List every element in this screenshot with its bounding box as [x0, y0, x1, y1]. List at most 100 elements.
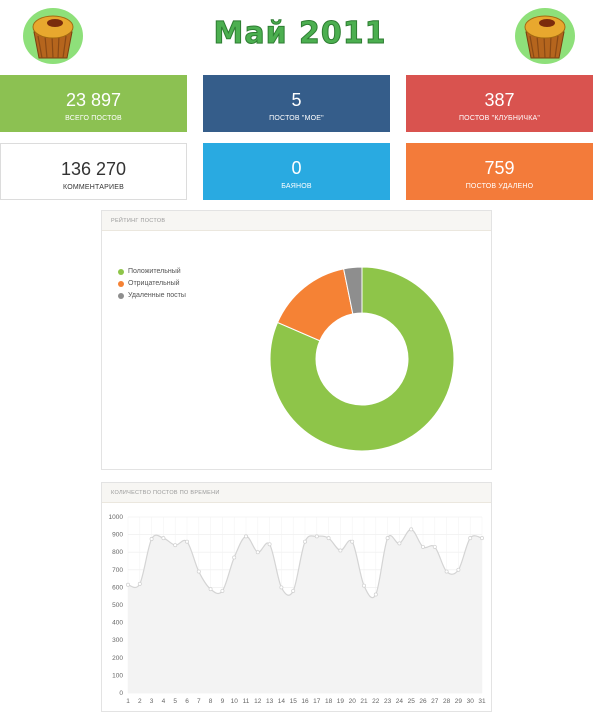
stat-bayans: 0 баянов [203, 143, 390, 200]
rating-panel: Рейтинг постов Положительный Отрицательн… [101, 210, 492, 470]
x-tick-label: 28 [443, 698, 451, 705]
data-point [185, 539, 189, 544]
data-point [314, 534, 319, 539]
x-tick-label: 21 [360, 698, 368, 705]
stat-label: всего постов [65, 115, 122, 122]
legend-swatch [118, 281, 124, 287]
x-tick-label: 11 [243, 698, 250, 705]
panel-title: Количество постов по времени [102, 483, 491, 503]
data-point [468, 536, 473, 541]
legend-item-positive: Положительный [118, 267, 186, 279]
data-point [161, 536, 166, 541]
data-point [480, 536, 484, 541]
chart-legend: Положительный Отрицательный Удаленные по… [118, 267, 186, 303]
stat-label: постов "клубничка" [458, 115, 541, 122]
stat-value: 387 [484, 90, 515, 110]
header: Май 2011 [0, 0, 600, 70]
stat-label: баянов [281, 183, 312, 190]
panel-title: Рейтинг постов [102, 211, 491, 231]
x-tick-label: 27 [431, 698, 439, 705]
data-point [326, 536, 331, 541]
x-tick-label: 24 [396, 698, 404, 705]
x-tick-label: 19 [337, 698, 345, 705]
x-tick-label: 5 [173, 698, 177, 705]
stat-total-posts: 23 897 всего постов [0, 75, 187, 132]
muffin-icon [23, 8, 83, 64]
data-point [255, 550, 260, 555]
data-point [232, 555, 237, 560]
data-point [432, 544, 437, 549]
x-tick-label: 14 [278, 698, 286, 705]
y-tick-label: 1000 [109, 514, 124, 521]
y-tick-label: 700 [112, 567, 123, 574]
stat-value: 759 [484, 158, 515, 178]
stat-value: 23 897 [65, 90, 122, 110]
data-point [244, 534, 248, 539]
y-tick-label: 500 [112, 602, 123, 609]
y-tick-label: 900 [112, 532, 123, 539]
data-point [444, 569, 449, 574]
legend-label: Положительный [128, 268, 181, 275]
x-tick-label: 2 [138, 698, 142, 705]
x-tick-label: 25 [408, 698, 416, 705]
x-tick-label: 31 [478, 698, 486, 705]
data-point [409, 527, 414, 532]
slice-deleted [343, 266, 363, 315]
y-tick-label: 400 [112, 620, 123, 627]
page-title: Май 2011 [213, 16, 387, 52]
y-tick-label: 100 [112, 672, 123, 679]
data-point [362, 583, 366, 588]
legend-swatch [118, 269, 124, 275]
y-tick-label: 600 [112, 584, 123, 591]
data-point [338, 548, 343, 553]
data-point [173, 543, 178, 548]
stat-value: 136 270 [60, 159, 127, 179]
legend-label: Удаленные посты [128, 292, 186, 299]
timeline-panel: Количество постов по времени 0 100 200 300 4… [101, 482, 492, 712]
x-tick-label: 3 [150, 698, 154, 705]
donut-chart [269, 266, 455, 452]
stat-deleted-posts: 759 постов удалено [406, 143, 593, 200]
stat-comments: 136 270 комментариев [0, 143, 187, 200]
data-point [149, 537, 154, 541]
slice-positive [269, 266, 455, 452]
muffin-icon [515, 8, 575, 64]
x-tick-label: 9 [221, 698, 225, 705]
data-point [137, 581, 142, 586]
stat-label: постов "мое" [269, 115, 324, 122]
y-tick-label: 800 [112, 549, 123, 556]
data-point [385, 536, 390, 541]
x-tick-label: 30 [467, 698, 475, 705]
x-tick-label: 15 [290, 698, 298, 705]
x-tick-label: 8 [209, 698, 213, 705]
x-tick-label: 22 [372, 698, 380, 705]
data-point [291, 588, 296, 593]
x-tick-label: 12 [254, 698, 262, 705]
data-point [220, 588, 225, 593]
data-point [397, 541, 402, 546]
y-tick-label: 200 [112, 655, 123, 662]
legend-item-negative: Отрицательный [118, 279, 186, 291]
legend-label: Отрицательный [128, 280, 180, 287]
y-tick-label: 300 [112, 637, 123, 644]
data-point [421, 544, 425, 549]
stat-moe-posts: 5 постов "мое" [203, 75, 390, 132]
x-tick-label: 1 [126, 698, 130, 705]
data-point [350, 539, 355, 544]
data-point [456, 567, 461, 572]
x-tick-label: 23 [384, 698, 392, 705]
x-tick-label: 10 [231, 698, 239, 705]
x-tick-label: 6 [185, 698, 189, 705]
data-point [373, 592, 378, 597]
x-tick-label: 13 [266, 698, 274, 705]
x-tick-label: 7 [197, 698, 201, 705]
stat-value: 5 [291, 90, 302, 110]
x-tick-label: 4 [162, 698, 166, 705]
stat-value: 0 [291, 158, 302, 178]
data-point [279, 585, 284, 590]
x-tick-label: 29 [455, 698, 463, 705]
x-tick-label: 16 [301, 698, 309, 705]
data-point [196, 569, 201, 574]
data-point [208, 587, 213, 592]
